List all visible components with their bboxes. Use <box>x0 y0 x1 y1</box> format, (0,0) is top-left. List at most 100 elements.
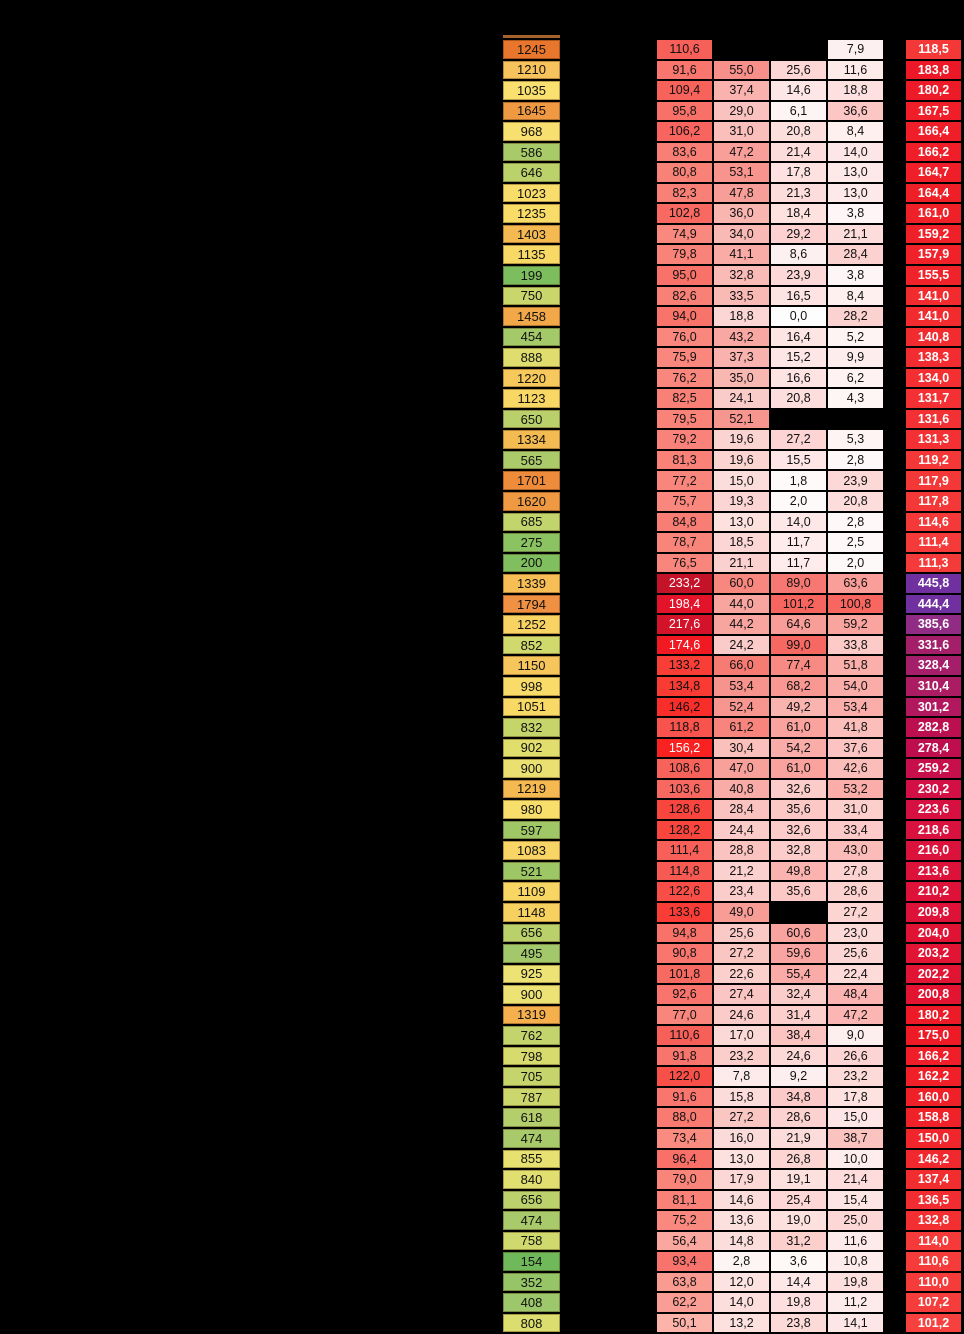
value-cell[interactable]: 90,8 <box>657 944 712 963</box>
id-cell[interactable]: 902 <box>503 738 560 758</box>
value-cell[interactable]: 44,0 <box>714 594 769 614</box>
value-cell[interactable]: 53,1 <box>714 163 769 182</box>
value-cell[interactable]: 4,3 <box>828 389 883 408</box>
value-cell[interactable]: 8,6 <box>771 245 826 265</box>
value-cell[interactable]: 32,6 <box>771 820 826 840</box>
total-cell[interactable]: 160,0 <box>906 1087 961 1107</box>
value-cell[interactable]: 20,8 <box>771 122 826 141</box>
value-cell[interactable]: 18,5 <box>714 533 769 552</box>
value-cell[interactable]: 17,9 <box>714 1170 769 1189</box>
value-cell[interactable]: 101,8 <box>657 964 712 984</box>
value-cell[interactable]: 37,3 <box>714 348 769 367</box>
id-cell[interactable]: 1035 <box>503 81 560 100</box>
total-cell[interactable]: 140,8 <box>906 327 961 347</box>
id-cell[interactable]: 998 <box>503 676 560 696</box>
value-cell[interactable]: 102,8 <box>657 204 712 223</box>
value-cell[interactable]: 27,4 <box>714 985 769 1004</box>
value-cell[interactable]: 83,6 <box>657 142 712 162</box>
value-cell[interactable]: 21,2 <box>714 861 769 881</box>
id-cell[interactable]: 980 <box>503 800 560 819</box>
total-cell[interactable]: 101,2 <box>906 1313 961 1333</box>
value-cell[interactable]: 13,0 <box>828 183 883 203</box>
value-cell[interactable]: 2,8 <box>828 512 883 532</box>
id-cell[interactable]: 1403 <box>503 224 560 244</box>
value-cell[interactable]: 61,0 <box>771 718 826 737</box>
value-cell[interactable]: 114,8 <box>657 861 712 881</box>
value-cell[interactable]: 60,0 <box>714 574 769 593</box>
id-cell[interactable]: 840 <box>503 1170 560 1189</box>
value-cell[interactable]: 76,2 <box>657 368 712 388</box>
value-cell[interactable]: 11,7 <box>771 553 826 573</box>
id-cell[interactable]: 454 <box>503 327 560 347</box>
value-cell[interactable]: 81,3 <box>657 450 712 470</box>
value-cell[interactable]: 13,0 <box>714 512 769 532</box>
value-cell[interactable]: 5,3 <box>828 430 883 449</box>
value-cell[interactable]: 63,6 <box>828 574 883 593</box>
value-cell[interactable]: 50,1 <box>657 1313 712 1333</box>
value-cell[interactable]: 198,4 <box>657 594 712 614</box>
value-cell[interactable]: 96,4 <box>657 1149 712 1169</box>
id-cell[interactable]: 656 <box>503 1190 560 1210</box>
id-cell[interactable]: 758 <box>503 1231 560 1251</box>
total-cell[interactable]: 136,5 <box>906 1190 961 1210</box>
value-cell[interactable]: 53,2 <box>828 779 883 799</box>
value-cell[interactable]: 15,5 <box>771 450 826 470</box>
value-cell[interactable]: 19,1 <box>771 1170 826 1189</box>
value-cell[interactable]: 36,6 <box>828 101 883 121</box>
total-cell[interactable]: 223,6 <box>906 800 961 819</box>
total-cell[interactable]: 216,0 <box>906 841 961 860</box>
value-cell[interactable]: 34,8 <box>771 1087 826 1107</box>
total-cell[interactable]: 166,2 <box>906 1046 961 1066</box>
value-cell[interactable]: 76,0 <box>657 327 712 347</box>
total-cell[interactable]: 132,8 <box>906 1211 961 1230</box>
id-cell[interactable]: 888 <box>503 348 560 367</box>
id-cell[interactable]: 650 <box>503 409 560 429</box>
id-cell[interactable]: 1220 <box>503 368 560 388</box>
value-cell[interactable]: 47,8 <box>714 183 769 203</box>
id-cell[interactable]: 1252 <box>503 615 560 634</box>
total-cell[interactable]: 157,9 <box>906 245 961 265</box>
value-cell[interactable]: 42,6 <box>828 759 883 778</box>
value-cell[interactable]: 27,2 <box>714 1108 769 1127</box>
total-cell[interactable]: 131,6 <box>906 409 961 429</box>
id-cell[interactable]: 1334 <box>503 430 560 449</box>
value-cell[interactable]: 84,8 <box>657 512 712 532</box>
value-cell[interactable]: 63,8 <box>657 1272 712 1292</box>
total-cell[interactable]: 218,6 <box>906 820 961 840</box>
total-cell[interactable]: 141,0 <box>906 307 961 326</box>
value-cell[interactable]: 38,4 <box>771 1026 826 1045</box>
id-cell[interactable]: 855 <box>503 1149 560 1169</box>
total-cell[interactable]: 301,2 <box>906 697 961 717</box>
value-cell[interactable]: 28,6 <box>771 1108 826 1127</box>
total-cell[interactable]: 134,0 <box>906 368 961 388</box>
value-cell[interactable]: 18,8 <box>828 81 883 100</box>
value-cell[interactable]: 19,3 <box>714 492 769 511</box>
value-cell[interactable]: 44,2 <box>714 615 769 634</box>
value-cell[interactable]: 20,8 <box>771 389 826 408</box>
blacked-out-cell[interactable] <box>714 40 769 59</box>
id-cell[interactable]: 154 <box>503 1252 560 1271</box>
value-cell[interactable]: 27,2 <box>714 944 769 963</box>
value-cell[interactable]: 28,4 <box>828 245 883 265</box>
value-cell[interactable]: 73,4 <box>657 1128 712 1148</box>
total-cell[interactable]: 180,2 <box>906 1005 961 1025</box>
value-cell[interactable]: 16,0 <box>714 1128 769 1148</box>
blacked-out-cell[interactable] <box>828 409 883 429</box>
value-cell[interactable]: 49,0 <box>714 902 769 922</box>
value-cell[interactable]: 26,8 <box>771 1149 826 1169</box>
value-cell[interactable]: 95,0 <box>657 266 712 285</box>
total-cell[interactable]: 175,0 <box>906 1026 961 1045</box>
total-cell[interactable]: 117,8 <box>906 492 961 511</box>
value-cell[interactable]: 106,2 <box>657 122 712 141</box>
id-cell[interactable]: 1339 <box>503 574 560 593</box>
total-cell[interactable]: 180,2 <box>906 81 961 100</box>
value-cell[interactable]: 7,9 <box>828 40 883 59</box>
value-cell[interactable]: 21,1 <box>828 224 883 244</box>
value-cell[interactable]: 23,8 <box>771 1313 826 1333</box>
value-cell[interactable]: 15,0 <box>714 471 769 491</box>
value-cell[interactable]: 94,0 <box>657 307 712 326</box>
value-cell[interactable]: 3,8 <box>828 266 883 285</box>
value-cell[interactable]: 52,4 <box>714 697 769 717</box>
value-cell[interactable]: 77,4 <box>771 656 826 675</box>
id-cell[interactable]: 808 <box>503 1313 560 1333</box>
